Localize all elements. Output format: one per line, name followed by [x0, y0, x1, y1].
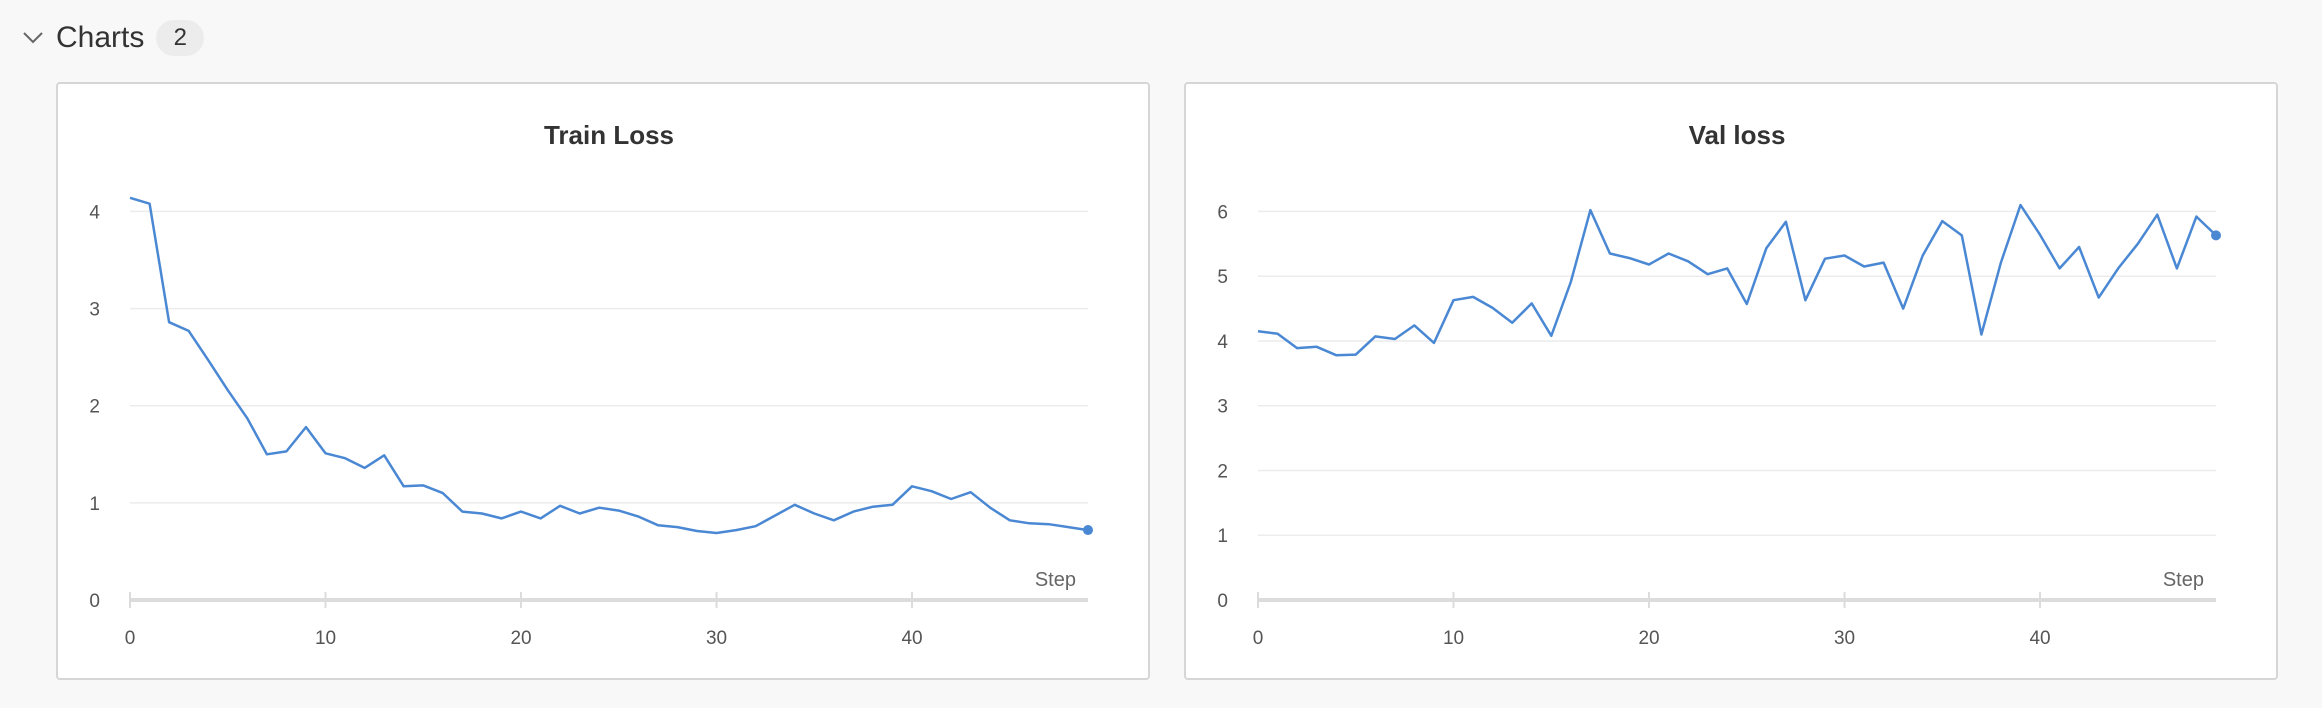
- train-loss-ytick-label-3: 3: [89, 300, 100, 321]
- chevron-down-icon[interactable]: [18, 23, 48, 53]
- chart-panel-val-loss[interactable]: Val loss 0 1 2 3 4 5 6 0 10 20 30 40 Step: [1184, 82, 2278, 680]
- section-title: Charts: [56, 21, 145, 54]
- val-loss-ytick-label-6: 6: [1217, 202, 1228, 223]
- val-loss-title: Val loss: [1689, 120, 1786, 150]
- train-loss-xtick-label-10: 10: [315, 628, 336, 649]
- val-loss-ytick-label-2: 2: [1217, 461, 1228, 482]
- val-loss-xtick-label-0: 0: [1253, 628, 1264, 649]
- val-loss-ytick-label-5: 5: [1217, 267, 1228, 288]
- chart-panel-train-loss[interactable]: Train Loss 0 1 2 3 4 0 10 20 30 40 Step: [56, 82, 1150, 680]
- chart-count-badge: 2: [156, 20, 205, 56]
- train-loss-title: Train Loss: [544, 120, 674, 150]
- val-loss-ytick-label-4: 4: [1217, 332, 1228, 353]
- charts-section-header: Charts 2: [18, 14, 205, 62]
- val-loss-ytick-label-0: 0: [1217, 591, 1228, 612]
- train-loss-xtick-label-30: 30: [706, 628, 727, 649]
- train-loss-ytick-label-4: 4: [89, 202, 100, 223]
- train-loss-series-line[interactable]: [129, 196, 1089, 535]
- val-loss-ytick-label-1: 1: [1217, 526, 1228, 547]
- val-loss-last-point[interactable]: [2211, 230, 2221, 241]
- val-loss-xtick-label-10: 10: [1443, 628, 1464, 649]
- train-loss-ytick-label-0: 0: [89, 591, 100, 612]
- train-loss-ytick-label-1: 1: [89, 494, 100, 515]
- val-loss-xtick-label-30: 30: [1834, 628, 1855, 649]
- val-loss-xtick-label-20: 20: [1638, 628, 1659, 649]
- train-loss-xtick-label-0: 0: [125, 628, 136, 649]
- val-loss-series-line[interactable]: [1257, 203, 2217, 357]
- val-loss-chart: Val loss 0 1 2 3 4 5 6 0 10 20 30 40 Step: [1217, 120, 2221, 649]
- val-loss-xlabel: Step: [2163, 569, 2204, 591]
- val-loss-ytick-label-3: 3: [1217, 397, 1228, 418]
- train-loss-xtick-label-40: 40: [901, 628, 922, 649]
- train-loss-xlabel: Step: [1035, 569, 1076, 591]
- train-loss-xtick-label-20: 20: [510, 628, 531, 649]
- train-loss-ytick-label-2: 2: [89, 397, 100, 418]
- train-loss-last-point[interactable]: [1083, 525, 1093, 536]
- val-loss-xtick-label-40: 40: [2029, 628, 2050, 649]
